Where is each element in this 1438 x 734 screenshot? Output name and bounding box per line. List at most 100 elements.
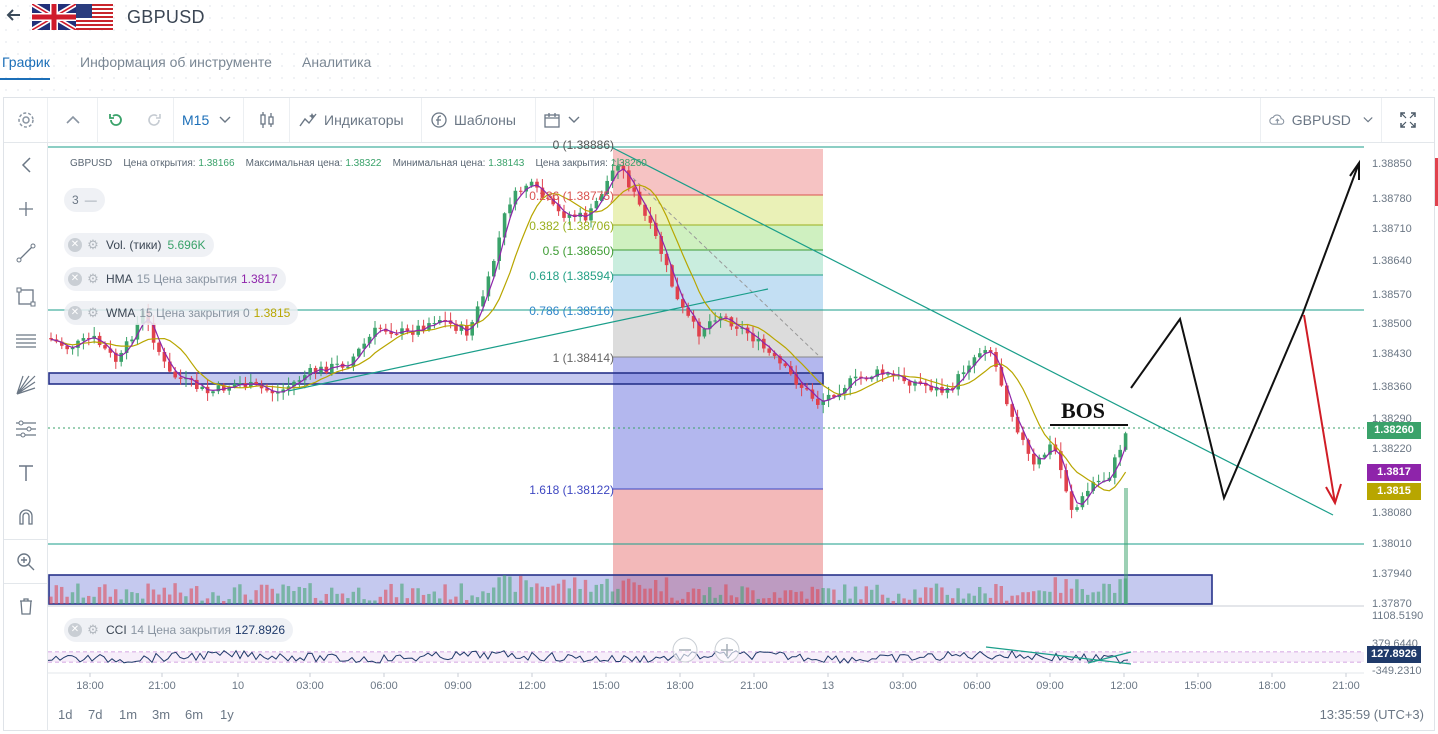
tab-chart[interactable]: График: [2, 54, 50, 70]
redo-button[interactable]: [134, 98, 174, 142]
volume-bars: [49, 488, 1128, 604]
range-6m[interactable]: 6m: [185, 707, 204, 722]
time-tick: 03:00: [296, 680, 324, 692]
fib-zone-extension: [613, 489, 823, 605]
settings-button[interactable]: [4, 98, 48, 142]
time-tick: 15:00: [1184, 680, 1212, 692]
hide-tools-button[interactable]: [4, 143, 48, 187]
timeframe-select[interactable]: M15: [174, 98, 244, 142]
crosshair-tool[interactable]: [4, 187, 48, 231]
ohlc-legend: GBPUSD Цена открытия: 1.38166 Максимальн…: [70, 158, 647, 169]
range-1d[interactable]: 1d: [58, 707, 73, 722]
indicator-chip-cci[interactable]: ✕ ⚙ CCI 14 Цена закрытия 127.8926: [64, 618, 294, 642]
range-1m[interactable]: 1m: [119, 707, 138, 722]
templates-label: Шаблоны: [454, 112, 516, 128]
indicator-value: 1.3815: [253, 306, 291, 320]
magnet-tool[interactable]: [4, 495, 48, 539]
price-tick: 1.37870: [1372, 598, 1412, 610]
time-tick: 18:00: [1258, 680, 1286, 692]
symbol-select[interactable]: GBPUSD: [1260, 98, 1382, 142]
collapse-toolbar-button[interactable]: [48, 98, 98, 142]
trash-icon: [20, 597, 32, 615]
wma-line: [50, 184, 1127, 492]
support-zone-box[interactable]: [48, 372, 824, 385]
range-3m[interactable]: 3m: [152, 707, 171, 722]
indicators-icon: [299, 113, 317, 127]
legend-high-value: 1.38322: [345, 158, 382, 169]
legend-low-label: Минимальная цена:: [392, 158, 486, 169]
price-axis[interactable]: 1.38850 1.38780 1.38710 1.38640 1.38570 …: [1364, 143, 1434, 677]
tab-instrument-info[interactable]: Информация об инструменте: [80, 54, 272, 70]
collapsed-indicators-toggle[interactable]: 3 —: [64, 188, 105, 212]
indicator-name: Vol. (тики): [106, 238, 162, 252]
trendline-tool[interactable]: [4, 231, 48, 275]
gear-icon[interactable]: ⚙: [87, 305, 99, 320]
gear-icon[interactable]: ⚙: [87, 271, 99, 286]
currency-flags-icon: [32, 4, 113, 30]
fullscreen-icon: [1400, 112, 1416, 128]
bos-annotation[interactable]: BOS: [1061, 398, 1106, 423]
chevron-up-icon: [65, 115, 80, 124]
hma-price-tag: 1.3817: [1367, 464, 1421, 481]
delete-drawings-button[interactable]: [4, 583, 48, 627]
time-tick: 09:00: [444, 680, 472, 692]
price-tick: 1.38710: [1372, 223, 1412, 235]
indicators-button[interactable]: Индикаторы: [290, 98, 422, 142]
price-tick: 1.38500: [1372, 318, 1412, 330]
price-chart[interactable]: 18:00 21:00 10 03:00 06:00 09:00 12:00 15:00 18:…: [48, 143, 1364, 731]
back-button[interactable]: [2, 5, 26, 29]
gear-icon[interactable]: ⚙: [87, 237, 99, 252]
price-tick: 1.38360: [1372, 381, 1412, 393]
chevron-down-icon: [1363, 117, 1373, 123]
price-tick: 1.38220: [1372, 443, 1412, 455]
close-icon[interactable]: ✕: [68, 238, 82, 252]
rectangle-icon: [16, 287, 36, 307]
gear-icon[interactable]: ⚙: [87, 622, 99, 637]
indicator-chip-volume[interactable]: ✕ ⚙ Vol. (тики) 5.696K: [64, 233, 214, 257]
indicator-chip-wma[interactable]: ✕ ⚙ WMA 15 Цена закрытия 0 1.3815: [64, 301, 299, 325]
minus-icon: —: [84, 193, 97, 207]
text-tool[interactable]: [4, 451, 48, 495]
channel-icon: [16, 334, 36, 348]
zoom-tool[interactable]: [4, 539, 48, 583]
drawing-tools: [4, 143, 48, 731]
fib-zone-05-0618: [613, 250, 823, 275]
price-tick: 1.38010: [1372, 538, 1412, 550]
chart-type-button[interactable]: [244, 98, 290, 142]
zoom-in-icon: [17, 552, 35, 570]
time-tick: 18:00: [666, 680, 694, 692]
close-icon[interactable]: ✕: [68, 306, 82, 320]
indicator-chip-hma[interactable]: ✕ ⚙ HMA 15 Цена закрытия 1.3817: [64, 267, 286, 291]
legend-open-label: Цена открытия:: [123, 158, 196, 169]
rectangle-tool[interactable]: [4, 275, 48, 319]
fib-zone-0786-1: [613, 310, 823, 357]
price-tick: 1.38570: [1372, 289, 1412, 301]
close-icon[interactable]: ✕: [68, 623, 82, 637]
fib-zone-1-1618: [613, 357, 823, 489]
templates-button[interactable]: Шаблоны: [422, 98, 536, 142]
channel-tool[interactable]: [4, 319, 48, 363]
range-7d[interactable]: 7d: [88, 707, 103, 722]
fibonacci-tool[interactable]: [4, 363, 48, 407]
projection-arrow-red[interactable]: [1303, 314, 1336, 504]
active-tab-indicator: [0, 78, 50, 80]
close-icon[interactable]: ✕: [68, 272, 82, 286]
range-1y[interactable]: 1y: [220, 707, 234, 722]
crosshair-icon: [19, 202, 33, 216]
chevron-down-icon: [568, 116, 580, 123]
candlestick-icon: [259, 112, 274, 128]
calendar-button[interactable]: [536, 98, 594, 142]
time-tick: 21:00: [740, 680, 768, 692]
legend-high-label: Максимальная цена:: [245, 158, 343, 169]
fullscreen-button[interactable]: [1382, 98, 1434, 142]
cloud-upload-icon: [1269, 114, 1285, 125]
projection-path-black[interactable]: [1130, 162, 1360, 502]
chart-toolbar: M15 Индикаторы Шаблоны GBPUSD: [4, 98, 1434, 143]
undo-button[interactable]: [98, 98, 134, 142]
price-tick: 1.38430: [1372, 348, 1412, 360]
tab-analytics[interactable]: Аналитика: [302, 54, 372, 70]
measure-tool[interactable]: [4, 407, 48, 451]
time-tick: 12:00: [518, 680, 546, 692]
time-tick: 18:00: [76, 680, 104, 692]
time-tick: 09:00: [1036, 680, 1064, 692]
